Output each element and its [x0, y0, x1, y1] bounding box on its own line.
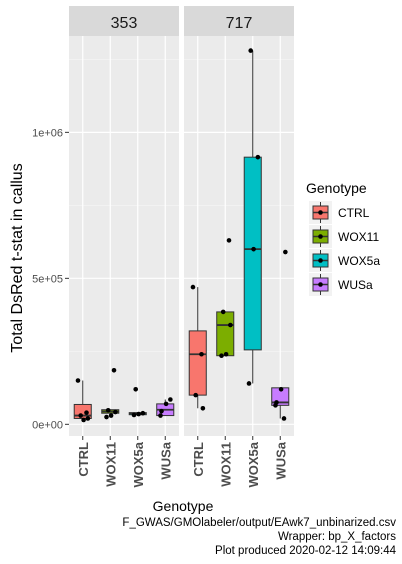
data-point — [158, 413, 163, 418]
legend: Genotype CTRL WOX11 WOX5a WUSa — [306, 180, 380, 296]
data-point — [223, 351, 229, 357]
box-717-WUSa — [271, 249, 290, 421]
facet-strip-label: 353 — [111, 15, 138, 32]
facet-strip-label: 717 — [226, 15, 253, 32]
box-353-WUSa — [156, 397, 175, 418]
data-point — [108, 413, 114, 418]
data-point — [273, 403, 278, 408]
legend-item-WOX5a: WOX5a — [309, 249, 380, 272]
boxplot-figure: 353 CTRL WOX11 WOX5a WUSa 717 CTRL WOX11 WOX5a WU… — [9, 6, 380, 514]
data-point — [159, 408, 164, 414]
data-point — [251, 246, 256, 252]
panel-717: 717 CTRL WOX11 WOX5a WUSa — [184, 6, 294, 488]
y-axis-title: Total DsRed t-stat in callus — [9, 163, 26, 352]
x-tick-label: WOX5a — [246, 441, 261, 487]
box-iqr — [216, 311, 235, 357]
legend-key-point — [318, 234, 323, 239]
data-point — [85, 416, 91, 421]
data-point — [105, 408, 111, 413]
legend-item-CTRL: CTRL — [309, 201, 370, 224]
data-point — [81, 417, 86, 423]
box-717-CTRL — [188, 284, 207, 411]
data-point — [193, 392, 199, 398]
data-point — [248, 48, 254, 53]
y-tick-label: 1e+06 — [32, 127, 63, 139]
box-iqr — [243, 156, 262, 351]
data-point — [84, 410, 89, 415]
data-point — [226, 238, 232, 243]
legend-label: CTRL — [338, 206, 370, 220]
legend-item-WUSa: WUSa — [309, 273, 373, 296]
y-tick-label: 5e+05 — [32, 273, 63, 285]
data-point — [113, 409, 118, 415]
x-tick-label: WOX11 — [218, 442, 233, 487]
data-point — [199, 351, 204, 357]
legend-label: WOX5a — [338, 254, 380, 268]
box-353-CTRL — [73, 378, 92, 423]
legend-key-point — [318, 258, 323, 263]
data-point — [133, 386, 139, 392]
box-iqr — [188, 330, 207, 396]
data-point — [278, 386, 284, 392]
facet-panels: 353 CTRL WOX11 WOX5a WUSa 717 CTRL WOX11 WOX5a WU… — [69, 6, 294, 488]
y-tick-label: 0e+00 — [32, 419, 63, 431]
box-353-WOX11 — [101, 368, 120, 420]
facet-strip — [69, 6, 179, 36]
legend-label: WOX11 — [338, 230, 379, 244]
data-point — [200, 405, 206, 411]
caption-source-file: F_GWAS/GMOlabeler/output/EAwk7_unbinariz… — [122, 517, 396, 529]
data-point — [246, 381, 252, 386]
legend-item-WOX11: WOX11 — [309, 225, 379, 248]
box-717-WOX11 — [216, 238, 235, 359]
data-point — [78, 413, 84, 418]
x-tick-label: WOX11 — [103, 442, 118, 487]
panel-background — [69, 36, 179, 436]
data-point — [283, 249, 288, 255]
data-point — [168, 397, 173, 402]
data-point — [190, 284, 196, 290]
box-353-WOX5a — [128, 386, 147, 418]
caption-wrapper: Wrapper: bp_X_factors — [277, 531, 396, 543]
x-axis-title: Genotype — [153, 498, 214, 514]
data-point — [136, 411, 141, 417]
y-axis: 0e+00 5e+05 1e+06 — [32, 127, 69, 431]
x-tick-label: WUSa — [158, 441, 173, 479]
facet-strip — [184, 6, 294, 36]
data-point — [281, 416, 287, 421]
data-point — [219, 353, 224, 359]
data-point — [140, 410, 146, 416]
caption-plot-produced: Plot produced 2020-02-12 14:09:44 — [215, 545, 396, 557]
data-point — [163, 401, 169, 407]
data-point — [228, 322, 233, 328]
data-point — [131, 412, 137, 418]
x-tick-label: WOX5a — [131, 441, 146, 487]
data-point — [111, 368, 117, 373]
data-point — [75, 378, 81, 383]
data-point — [104, 414, 109, 420]
box-717-WOX5a — [243, 48, 262, 386]
data-point — [220, 309, 226, 315]
x-tick-label: CTRL — [191, 442, 206, 477]
data-point — [255, 154, 261, 160]
x-tick-label: WUSa — [273, 441, 288, 479]
panel-353: 353 CTRL WOX11 WOX5a WUSa — [69, 6, 179, 488]
legend-key-point — [318, 210, 323, 215]
legend-label: WUSa — [338, 278, 373, 292]
x-tick-label: CTRL — [76, 442, 91, 477]
legend-title: Genotype — [306, 180, 367, 196]
legend-key-point — [318, 282, 323, 287]
